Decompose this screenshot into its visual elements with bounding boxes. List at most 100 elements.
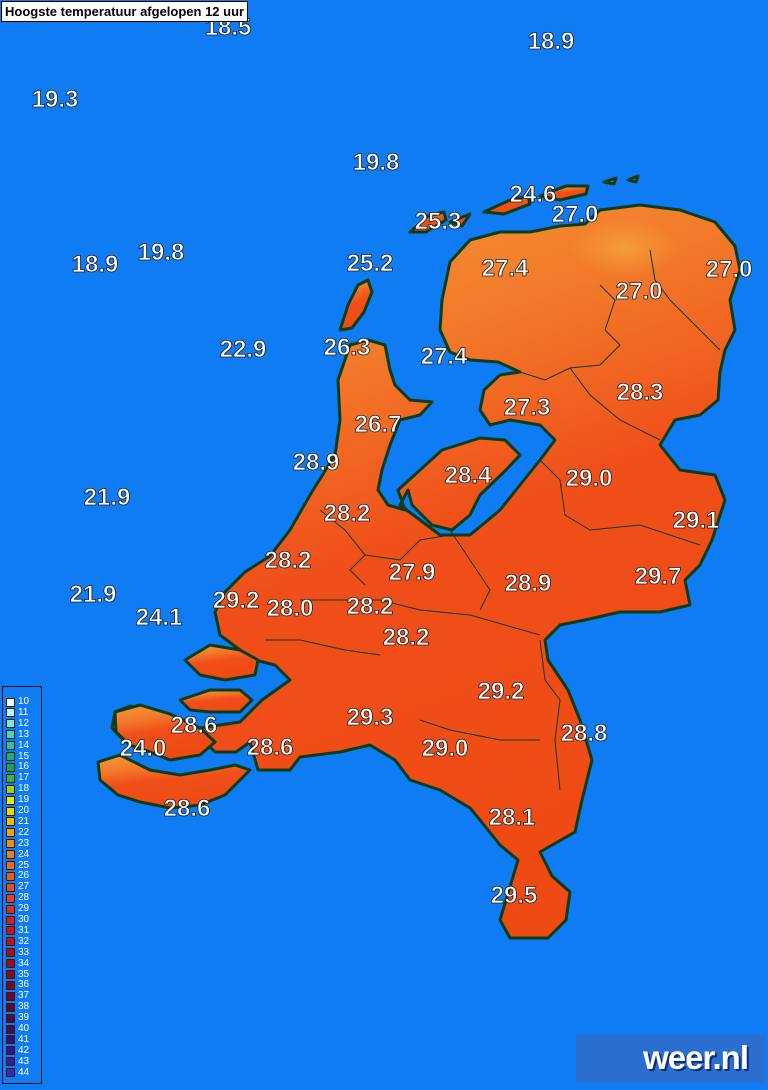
legend-label: 19 bbox=[18, 794, 30, 806]
legend-item: 28 bbox=[6, 893, 29, 903]
legend-swatch bbox=[6, 861, 15, 870]
legend-swatch bbox=[6, 817, 15, 827]
legend-label: 29 bbox=[18, 903, 30, 915]
legend-label: 38 bbox=[18, 1001, 30, 1013]
legend-label: 18 bbox=[18, 783, 30, 795]
legend-item: 26 bbox=[6, 871, 29, 881]
legend-item: 11 bbox=[6, 707, 28, 718]
legend-label: 41 bbox=[18, 1033, 30, 1045]
station-temperature: 28.8 bbox=[561, 720, 608, 747]
legend-item: 25 bbox=[6, 859, 30, 871]
legend-item: 22 bbox=[6, 826, 30, 838]
zeeuws-vlaanderen bbox=[96, 753, 252, 810]
station-temperature: 29.5 bbox=[491, 882, 538, 909]
legend-swatch bbox=[6, 937, 15, 947]
legend-label: 24 bbox=[18, 848, 30, 860]
legend-item: 21 bbox=[6, 816, 29, 827]
legend-item: 42 bbox=[6, 1044, 30, 1056]
island-vlieland bbox=[408, 210, 448, 234]
island-ameland bbox=[482, 194, 532, 216]
station-temperature: 18.9 bbox=[528, 28, 575, 55]
legend-item: 41 bbox=[6, 1033, 30, 1045]
station-temperature: 28.9 bbox=[293, 449, 340, 476]
station-temperature: 28.9 bbox=[505, 570, 552, 597]
legend-item: 34 bbox=[6, 958, 29, 969]
station-temperature: 24.1 bbox=[136, 604, 183, 631]
legend-item: 39 bbox=[6, 1013, 29, 1023]
legend-swatch bbox=[6, 795, 15, 805]
temperature-legend: 10 11 12 13 14 15 16 17 18 19 20 21 22 23 24 25 26 27 28 29… bbox=[2, 686, 42, 1084]
station-temperature: 27.4 bbox=[482, 255, 529, 282]
legend-label: 30 bbox=[18, 914, 30, 925]
legend-label: 31 bbox=[18, 924, 30, 936]
legend-label: 37 bbox=[18, 990, 30, 1002]
station-temperature: 19.8 bbox=[353, 149, 400, 176]
legend-label: 14 bbox=[18, 739, 30, 751]
legend-item: 23 bbox=[6, 838, 29, 849]
station-temperature: 18.9 bbox=[72, 251, 119, 278]
legend-label: 10 bbox=[18, 696, 30, 707]
legend-swatch bbox=[6, 1035, 15, 1045]
station-temperature: 25.2 bbox=[347, 250, 394, 277]
legend-label: 20 bbox=[18, 805, 30, 816]
station-temperature: 29.3 bbox=[347, 704, 394, 731]
island-terschelling bbox=[448, 212, 472, 228]
legend-item: 37 bbox=[6, 991, 29, 1001]
legend-swatch bbox=[6, 1002, 15, 1012]
legend-item: 32 bbox=[6, 936, 29, 947]
legend-item: 36 bbox=[6, 980, 29, 990]
legend-swatch bbox=[6, 893, 15, 903]
legend-swatch bbox=[6, 991, 15, 1001]
station-temperature: 27.3 bbox=[504, 394, 551, 421]
legend-label: 22 bbox=[18, 826, 30, 838]
legend-item: 12 bbox=[6, 717, 30, 729]
station-temperature: 28.0 bbox=[267, 595, 314, 622]
legend-swatch bbox=[6, 959, 15, 969]
station-temperature: 27.4 bbox=[421, 343, 468, 370]
legend-swatch bbox=[6, 752, 15, 761]
station-temperature: 28.6 bbox=[171, 712, 218, 739]
station-temperature: 26.7 bbox=[355, 411, 402, 438]
station-temperature: 22.9 bbox=[220, 336, 267, 363]
legend-label: 12 bbox=[18, 717, 30, 729]
legend-item: 44 bbox=[6, 1066, 30, 1078]
legend-item: 24 bbox=[6, 848, 30, 860]
station-temperature: 29.2 bbox=[213, 587, 260, 614]
station-temperature: 28.6 bbox=[164, 795, 211, 822]
station-temperature: 29.2 bbox=[478, 678, 525, 705]
legend-label: 13 bbox=[18, 728, 30, 740]
legend-swatch bbox=[6, 697, 15, 707]
north-cool-overlay bbox=[440, 210, 738, 372]
legend-item: 43 bbox=[6, 1056, 29, 1067]
province-borders bbox=[265, 249, 721, 791]
station-temperature: 28.3 bbox=[617, 379, 664, 406]
station-temperature: 27.9 bbox=[389, 559, 436, 586]
legend-label: 42 bbox=[18, 1044, 30, 1056]
land bbox=[96, 174, 742, 940]
legend-label: 27 bbox=[18, 881, 30, 893]
legend-label: 28 bbox=[18, 892, 30, 904]
station-temperature: 28.2 bbox=[347, 593, 394, 620]
station-temperature: 24.0 bbox=[120, 735, 167, 762]
brand-text: weer.nl bbox=[643, 1039, 749, 1076]
legend-label: 36 bbox=[18, 979, 30, 991]
legend-swatch bbox=[6, 730, 15, 740]
legend-label: 25 bbox=[18, 859, 30, 871]
station-temperature: 28.1 bbox=[489, 804, 536, 831]
station-temperature: 19.3 bbox=[32, 86, 79, 113]
legend-item: 13 bbox=[6, 728, 30, 740]
legend-label: 44 bbox=[18, 1066, 30, 1078]
brand-logo: weer.nl bbox=[576, 1035, 766, 1083]
island-schiermonnikoog bbox=[538, 184, 590, 202]
legend-swatch bbox=[6, 741, 15, 751]
legend-label: 17 bbox=[18, 772, 30, 784]
island-texel bbox=[338, 278, 374, 332]
station-temperature: 25.3 bbox=[415, 208, 462, 235]
legend-item: 29 bbox=[6, 904, 29, 914]
legend-label: 26 bbox=[18, 870, 30, 882]
station-temperature: 28.2 bbox=[324, 500, 371, 527]
legend-item: 20 bbox=[6, 806, 29, 816]
legend-label: 33 bbox=[18, 946, 30, 958]
legend-item: 30 bbox=[6, 915, 29, 925]
